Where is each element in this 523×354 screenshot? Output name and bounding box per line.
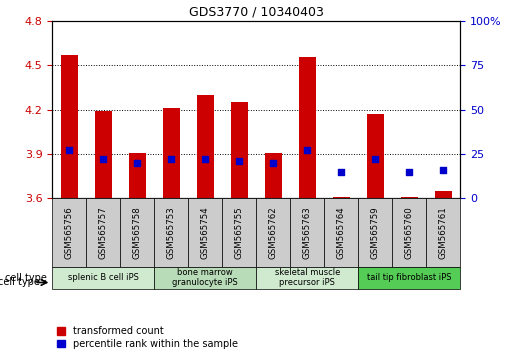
Point: [201, 156, 209, 162]
Point: [405, 169, 413, 175]
Bar: [265, 153, 282, 198]
Bar: [163, 108, 180, 198]
Bar: [324, 198, 358, 267]
Text: GSM565753: GSM565753: [167, 206, 176, 259]
Text: GSM565758: GSM565758: [133, 206, 142, 259]
Text: GSM565756: GSM565756: [65, 206, 74, 259]
Text: GSM565759: GSM565759: [371, 206, 380, 259]
Text: GSM565762: GSM565762: [269, 206, 278, 259]
Text: GSM565760: GSM565760: [405, 206, 414, 259]
Bar: [333, 197, 350, 198]
Point: [235, 158, 243, 164]
Bar: [129, 153, 146, 198]
Point: [337, 169, 345, 175]
Text: splenic B cell iPS: splenic B cell iPS: [68, 273, 139, 282]
Point: [439, 167, 447, 173]
Bar: [367, 114, 384, 198]
Bar: [154, 198, 188, 267]
Title: GDS3770 / 10340403: GDS3770 / 10340403: [189, 6, 324, 19]
Bar: [401, 197, 418, 198]
Bar: [392, 198, 426, 267]
Text: GSM565761: GSM565761: [439, 206, 448, 259]
Bar: [197, 95, 214, 198]
Bar: [256, 198, 290, 267]
Bar: [154, 267, 256, 289]
Bar: [188, 198, 222, 267]
Point: [133, 160, 141, 166]
Bar: [299, 57, 316, 198]
Bar: [86, 198, 120, 267]
Text: skeletal muscle
precursor iPS: skeletal muscle precursor iPS: [275, 268, 340, 287]
Text: cell type: cell type: [5, 273, 47, 282]
Bar: [290, 198, 324, 267]
Bar: [426, 198, 460, 267]
Bar: [52, 198, 86, 267]
Point: [269, 160, 277, 166]
Text: GSM565754: GSM565754: [201, 206, 210, 259]
Point: [99, 156, 108, 162]
Bar: [52, 267, 154, 289]
Bar: [95, 111, 112, 198]
Point: [65, 148, 73, 153]
Bar: [358, 267, 460, 289]
Point: [371, 156, 379, 162]
Bar: [435, 191, 452, 198]
Bar: [256, 267, 358, 289]
Bar: [222, 198, 256, 267]
Bar: [231, 102, 248, 198]
Text: tail tip fibroblast iPS: tail tip fibroblast iPS: [367, 273, 451, 282]
Point: [167, 156, 175, 162]
Text: GSM565763: GSM565763: [303, 206, 312, 259]
Bar: [358, 198, 392, 267]
Text: GSM565764: GSM565764: [337, 206, 346, 259]
Text: cell type: cell type: [0, 278, 40, 287]
Text: GSM565755: GSM565755: [235, 206, 244, 259]
Bar: [61, 55, 78, 198]
Text: GSM565757: GSM565757: [99, 206, 108, 259]
Legend: transformed count, percentile rank within the sample: transformed count, percentile rank withi…: [57, 326, 238, 349]
Bar: [120, 198, 154, 267]
Point: [303, 148, 311, 153]
Text: bone marrow
granulocyte iPS: bone marrow granulocyte iPS: [173, 268, 238, 287]
